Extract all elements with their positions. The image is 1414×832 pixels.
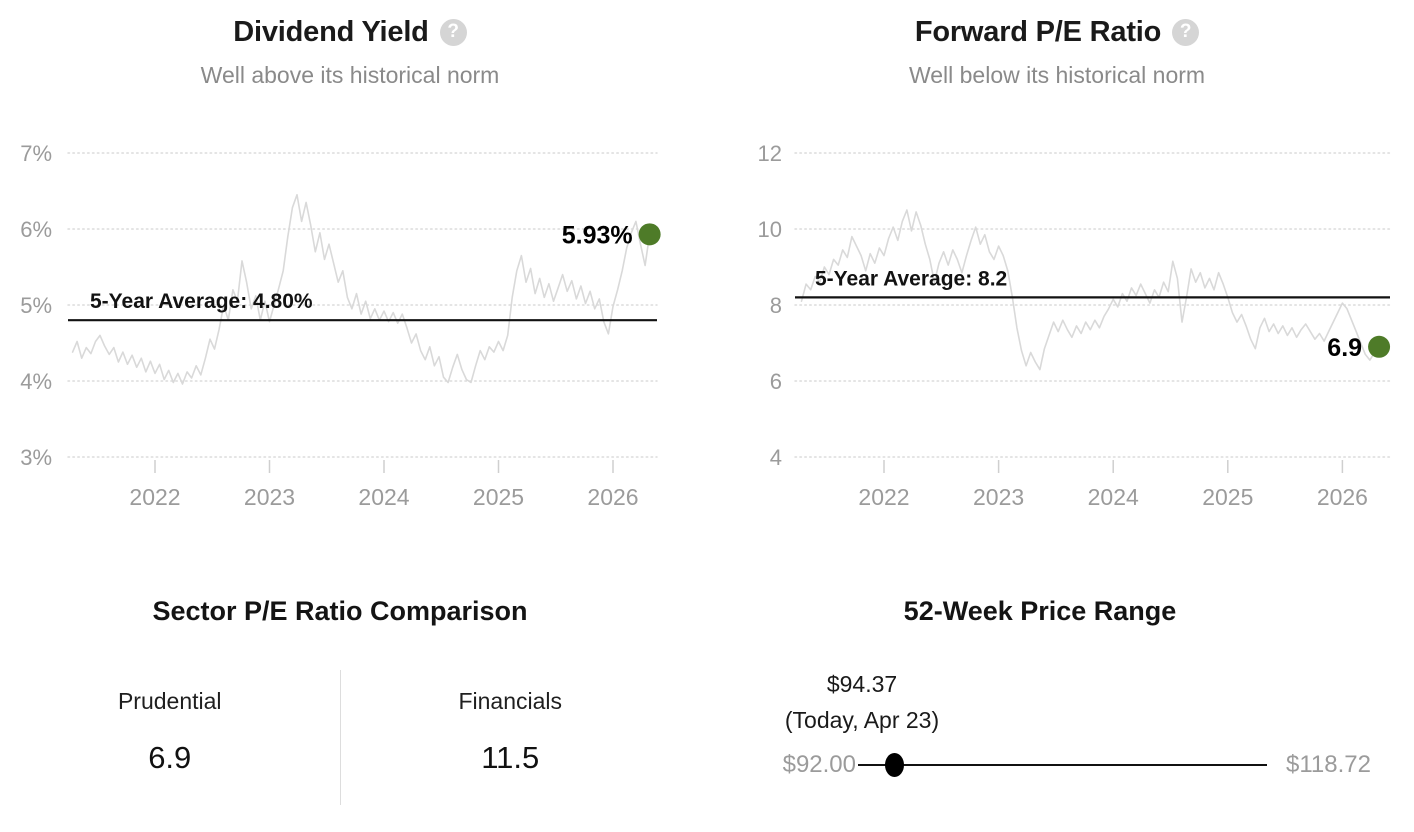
y-axis-label: 5%: [20, 293, 52, 318]
dividend-yield-title-row: Dividend Yield ?: [0, 12, 700, 52]
series-line: [800, 209, 1380, 371]
x-axis-label: 2024: [358, 484, 409, 510]
current-value-label: 5.93%: [562, 221, 633, 249]
forward-pe-panel: Forward P/E Ratio ? Well below its histo…: [700, 0, 1414, 545]
question-mark-glyph: ?: [447, 20, 459, 42]
price-range-track: [858, 753, 1267, 777]
comparison-item-sector: Financials 11.5: [341, 670, 681, 805]
y-axis-label: 10: [758, 217, 782, 242]
dividend-yield-subtitle: Well above its historical norm: [200, 62, 500, 88]
y-axis-label: 6%: [20, 217, 52, 242]
series-line: [71, 193, 651, 385]
y-axis-label: 6: [770, 369, 782, 394]
x-axis-label: 2023: [244, 484, 295, 510]
y-axis-label: 7%: [20, 141, 52, 166]
help-icon[interactable]: ?: [439, 18, 467, 46]
x-axis-label: 2022: [858, 484, 909, 510]
current-value-dot: [638, 223, 661, 246]
today-date-label: (Today, Apr 23): [784, 707, 940, 733]
sector-pe-comparison-panel: Sector P/E Ratio Comparison Prudential 6…: [0, 585, 680, 832]
x-axis-label: 2026: [1317, 484, 1368, 510]
dividend-yield-chart: 7% 6% 5% 4% 3% 2022 2023 2024 2025 2026 5-Year Ave…: [20, 141, 661, 510]
comparison-label: Prudential: [117, 688, 222, 714]
current-value-dot: [1368, 335, 1391, 358]
question-mark-glyph: ?: [1179, 20, 1192, 42]
price-range-area: $94.37 (Today, Apr 23) $92.00 $118.72: [700, 585, 1380, 832]
forward-pe-subtitle: Well below its historical norm: [908, 62, 1206, 88]
x-axis-label: 2022: [129, 484, 180, 510]
comparison-item-company: Prudential 6.9: [0, 670, 340, 805]
comparison-label: Financials: [458, 688, 563, 714]
price-range-panel: 52-Week Price Range $94.37 (Today, Apr 2…: [700, 585, 1380, 832]
help-icon[interactable]: ?: [1172, 18, 1200, 46]
y-axis-label: 4: [770, 445, 782, 470]
y-axis-label: 3%: [20, 445, 52, 470]
price-range-title: 52-Week Price Range: [903, 596, 1177, 626]
x-axis-label: 2025: [473, 484, 524, 510]
x-axis-label: 2024: [1088, 484, 1139, 510]
current-value-label: 6.9: [1327, 334, 1362, 362]
x-axis-label: 2025: [1202, 484, 1253, 510]
dividend-yield-title: Dividend Yield: [233, 16, 429, 48]
today-price: $94.37: [826, 671, 898, 697]
comparison-value: 11.5: [481, 740, 540, 775]
forward-pe-title-row: Forward P/E Ratio ?: [700, 12, 1414, 52]
forward-pe-title: Forward P/E Ratio: [914, 16, 1162, 48]
y-axis-label: 12: [758, 141, 782, 166]
range-low-label: $92.00: [782, 751, 856, 778]
y-axis-label: 8: [770, 293, 782, 318]
vertical-divider: [339, 670, 341, 805]
y-axis-label: 4%: [20, 369, 52, 394]
price-range-handle: [884, 753, 904, 777]
comparison-value: 6.9: [148, 740, 192, 775]
average-label: 5-Year Average: 8.2: [815, 267, 1007, 290]
dividend-yield-panel: Dividend Yield ? Well above its historic…: [0, 0, 700, 545]
range-high-label: $118.72: [1286, 751, 1371, 778]
average-label: 5-Year Average: 4.80%: [90, 290, 313, 313]
today-price-callout: $94.37 (Today, Apr 23): [785, 669, 939, 735]
x-axis-label: 2023: [973, 484, 1024, 510]
sector-pe-comparison-title: Sector P/E Ratio Comparison: [152, 596, 528, 626]
sector-pe-comparison-row: Prudential 6.9 Financials 11.5: [0, 670, 680, 805]
x-axis-label: 2026: [587, 484, 638, 510]
forward-pe-chart: 12 10 8 6 4 2022 2023 2024 2025 2026 5-Year Averag…: [758, 141, 1391, 510]
